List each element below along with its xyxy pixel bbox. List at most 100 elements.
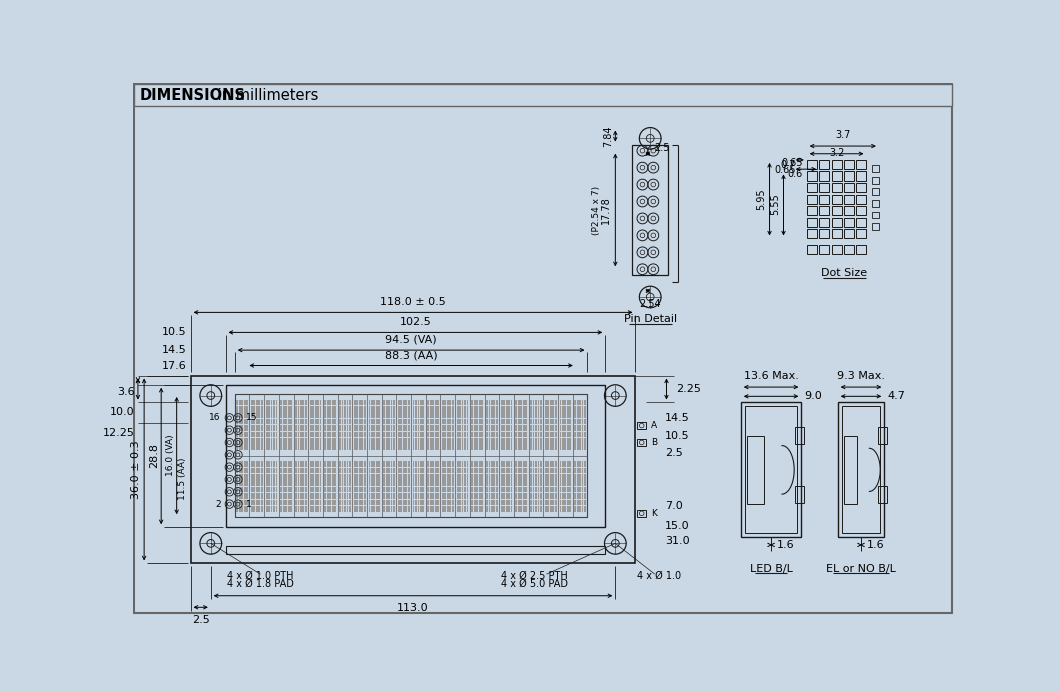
Bar (582, 399, 583, 405)
Bar (259, 506, 261, 511)
Bar (246, 438, 248, 444)
Bar (412, 506, 414, 511)
Bar (564, 444, 566, 450)
Bar (577, 425, 579, 430)
Bar (523, 461, 525, 466)
Bar (295, 480, 297, 486)
Bar (388, 438, 390, 444)
Bar (518, 425, 519, 430)
Bar (579, 425, 581, 430)
Bar (504, 493, 506, 499)
Bar (378, 461, 381, 466)
Bar (310, 419, 312, 424)
Bar (532, 493, 534, 499)
Bar (481, 419, 483, 424)
Bar (358, 487, 360, 493)
Bar (361, 432, 364, 437)
Bar (582, 406, 583, 412)
Bar (416, 480, 417, 486)
Bar (259, 406, 261, 412)
Bar (302, 432, 304, 437)
Bar (273, 500, 275, 505)
Bar (423, 500, 424, 505)
Bar (545, 438, 547, 444)
Bar (403, 425, 405, 430)
Bar (259, 438, 261, 444)
Bar (554, 444, 556, 450)
Bar (386, 493, 388, 499)
Bar (344, 500, 346, 505)
Bar (255, 461, 258, 466)
Bar (300, 406, 302, 412)
Bar (242, 413, 243, 418)
Bar (408, 500, 409, 505)
Bar (412, 474, 414, 480)
Bar (356, 419, 358, 424)
Bar (268, 506, 270, 511)
Bar (500, 506, 502, 511)
Bar (464, 406, 466, 412)
Bar (819, 229, 829, 238)
Bar (361, 474, 364, 480)
Bar (290, 480, 293, 486)
Bar (487, 425, 488, 430)
Bar (432, 500, 435, 505)
Bar (242, 406, 243, 412)
Bar (560, 413, 562, 418)
Bar (373, 406, 375, 412)
Bar (530, 432, 532, 437)
Bar (324, 474, 326, 480)
Bar (472, 444, 473, 450)
Bar (246, 444, 248, 450)
Bar (259, 444, 261, 450)
Bar (134, 84, 953, 106)
Bar (474, 399, 476, 405)
Bar (579, 432, 581, 437)
Text: 10.0: 10.0 (110, 408, 135, 417)
Bar (537, 493, 540, 499)
Bar (315, 432, 317, 437)
Bar (320, 425, 321, 430)
Bar (280, 425, 282, 430)
Bar (290, 500, 293, 505)
Bar (449, 413, 452, 418)
Bar (569, 506, 571, 511)
Bar (569, 432, 571, 437)
Bar (577, 406, 579, 412)
Bar (276, 487, 278, 493)
Bar (452, 500, 454, 505)
Bar (412, 406, 414, 412)
Bar (364, 480, 366, 486)
Bar (270, 438, 272, 444)
Bar (582, 487, 583, 493)
Bar (320, 444, 321, 450)
Bar (317, 506, 319, 511)
Bar (491, 438, 493, 444)
Bar (523, 506, 525, 511)
Bar (560, 425, 562, 430)
Bar (432, 506, 435, 511)
Text: 36.0 ± 0.3: 36.0 ± 0.3 (131, 440, 141, 499)
Bar (326, 474, 329, 480)
Bar (449, 474, 452, 480)
Bar (364, 406, 366, 412)
Bar (545, 468, 547, 473)
Bar (420, 406, 422, 412)
Bar (408, 506, 409, 511)
Bar (315, 461, 317, 466)
Bar (310, 444, 312, 450)
Bar (290, 468, 293, 473)
Bar (273, 413, 275, 418)
Bar (496, 432, 498, 437)
Text: 2.5: 2.5 (654, 142, 670, 153)
Bar (408, 432, 409, 437)
Bar (444, 487, 446, 493)
Bar (266, 474, 267, 480)
Bar (457, 480, 459, 486)
Bar (332, 480, 334, 486)
Bar (315, 419, 317, 424)
Text: 0.7: 0.7 (780, 160, 796, 169)
Bar (408, 438, 409, 444)
Bar (537, 413, 540, 418)
Bar (371, 487, 373, 493)
